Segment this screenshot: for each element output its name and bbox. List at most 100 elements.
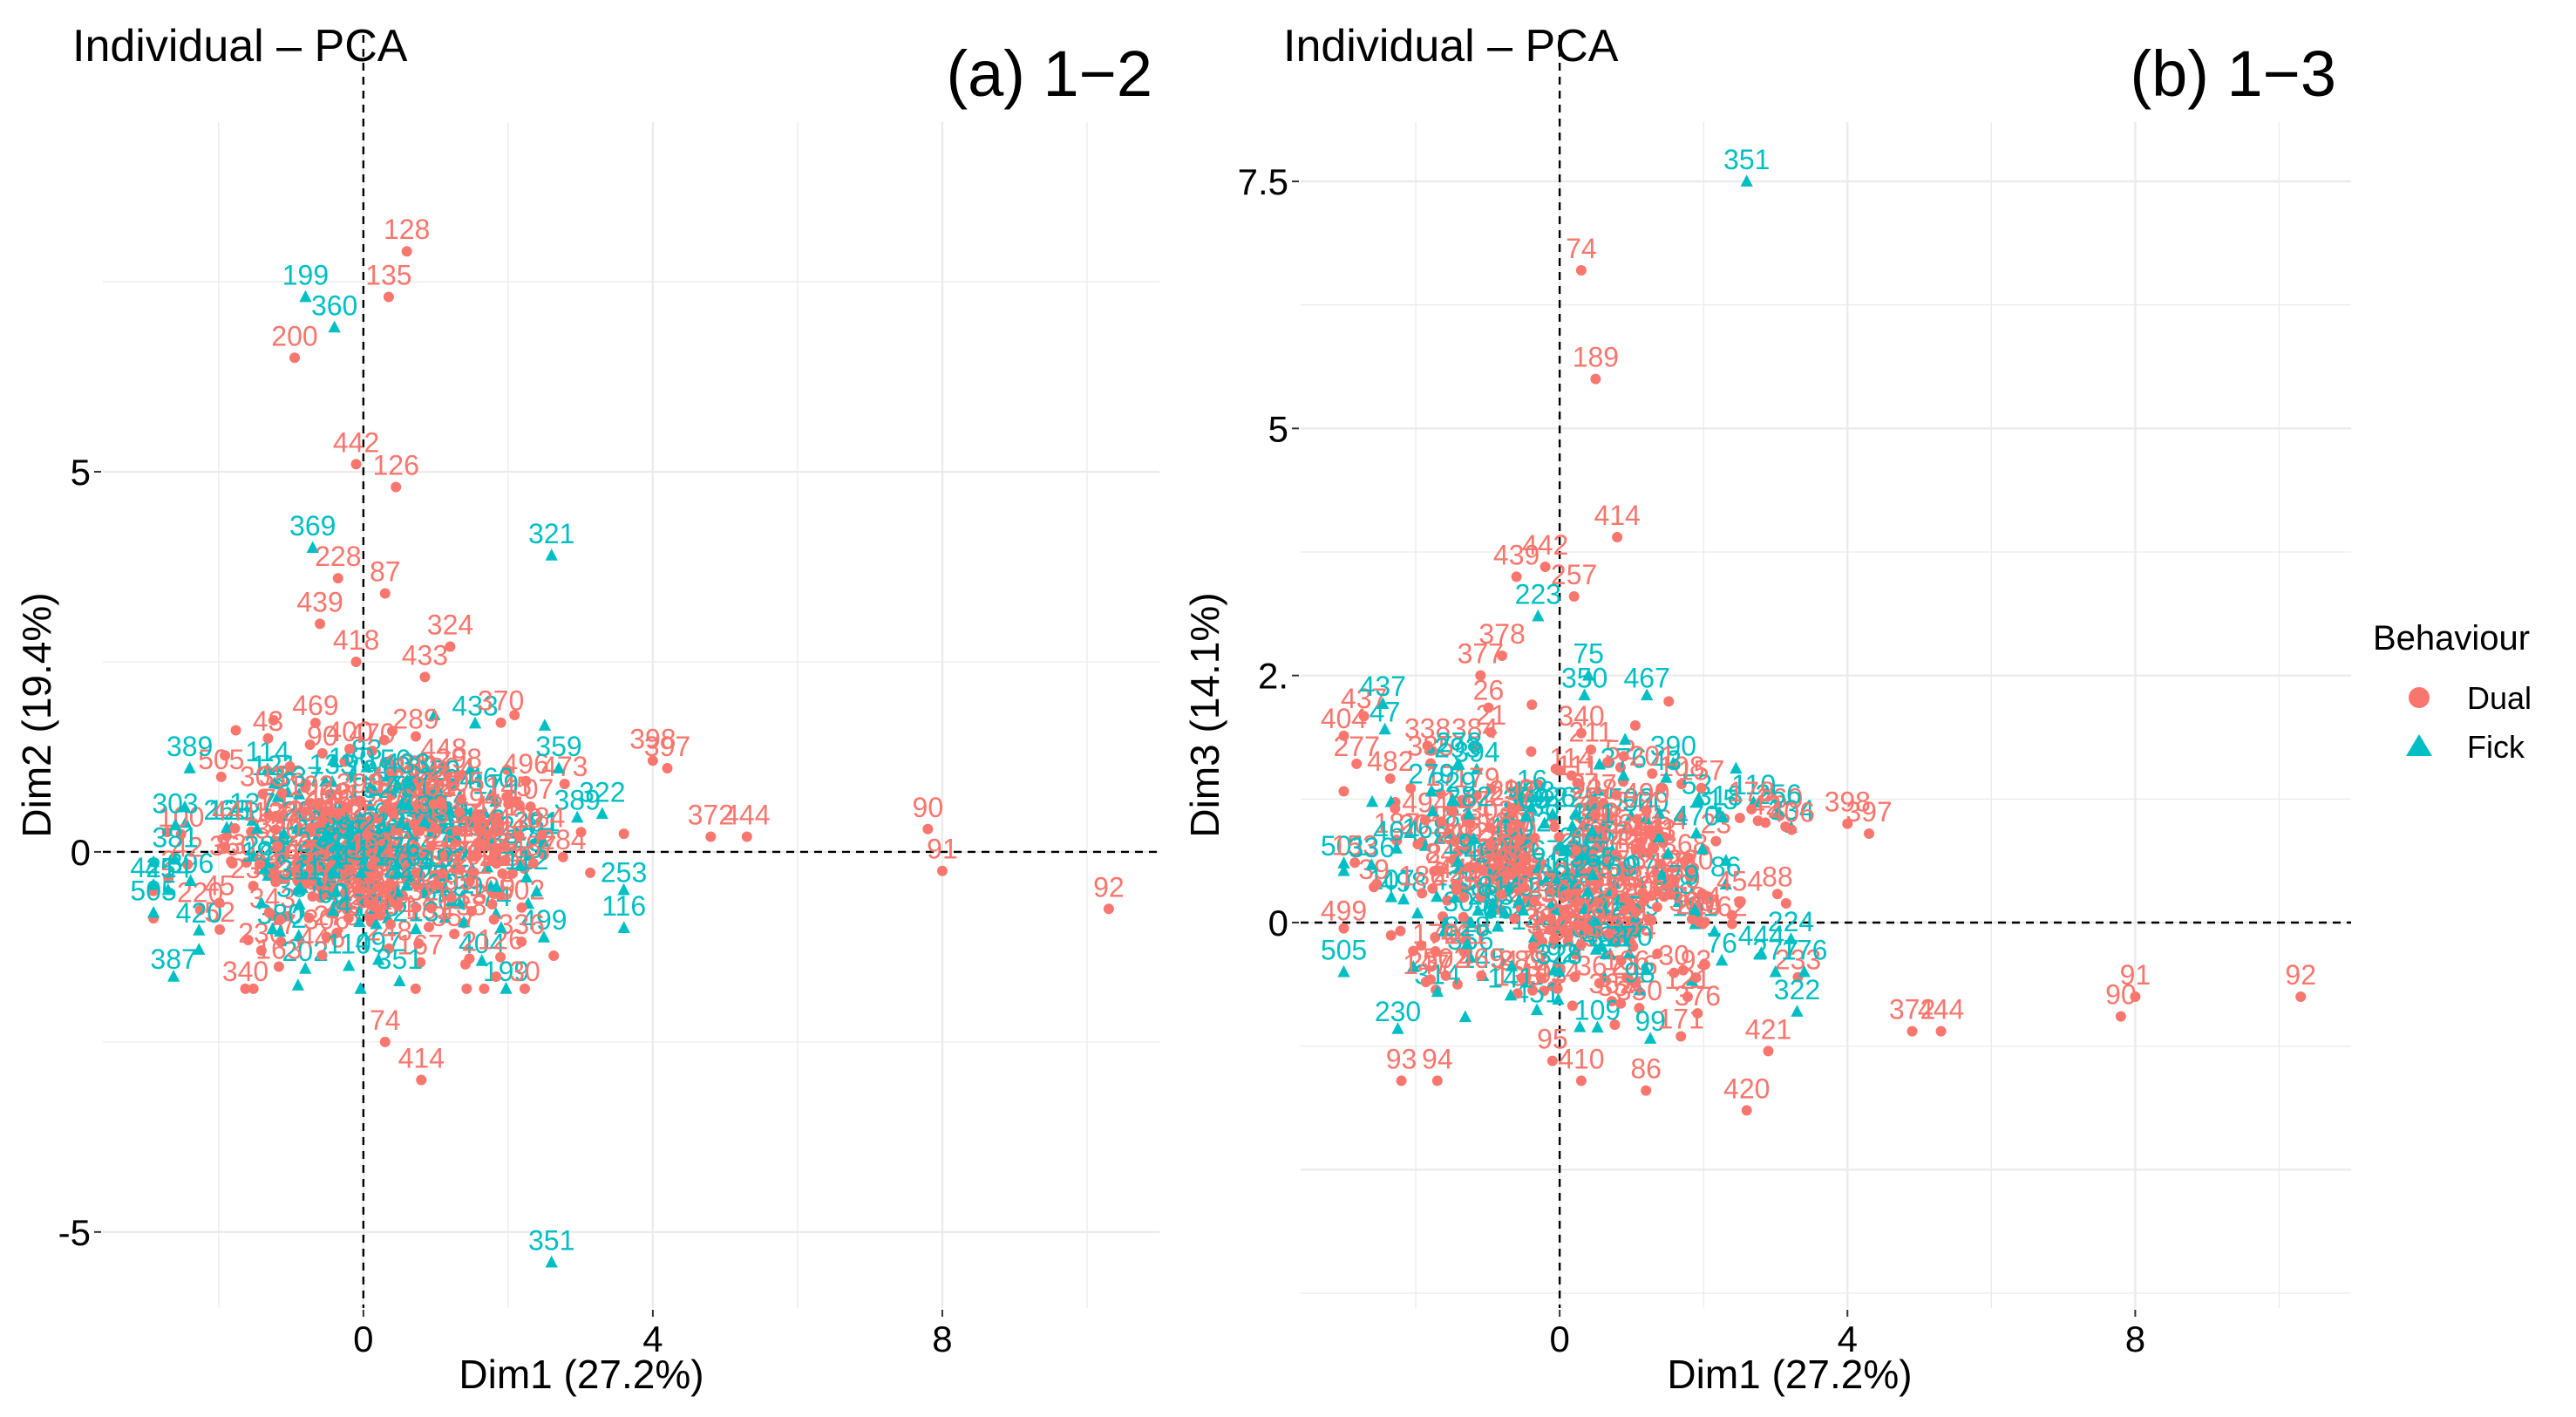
cluster-point bbox=[316, 747, 328, 759]
cluster-point bbox=[411, 902, 422, 913]
cluster-point bbox=[438, 910, 452, 923]
cluster-point-label: 466 bbox=[1486, 840, 1533, 871]
cluster-point bbox=[472, 823, 484, 835]
cluster-point-label: 311 bbox=[278, 855, 323, 886]
cluster-point-label: 199 bbox=[351, 828, 398, 859]
data-point-label: 90 bbox=[2105, 979, 2137, 1011]
cluster-point bbox=[331, 848, 344, 861]
data-point-label: 397 bbox=[1845, 796, 1892, 828]
cluster-point bbox=[429, 822, 440, 834]
cluster-point bbox=[1663, 696, 1675, 707]
cluster-point bbox=[326, 903, 340, 916]
cluster-point bbox=[490, 818, 501, 829]
panel-b: 8150138138631813014977111474671124842093… bbox=[1182, 21, 2351, 1397]
cluster-point bbox=[339, 846, 352, 859]
cluster-point bbox=[391, 779, 404, 791]
cluster-point bbox=[453, 896, 467, 909]
cluster-point bbox=[1469, 740, 1480, 752]
cluster-point bbox=[376, 835, 387, 847]
cluster-point-label: 8 bbox=[378, 779, 394, 810]
cluster-point bbox=[1622, 923, 1634, 934]
cluster-point-label: 201 bbox=[1629, 740, 1675, 772]
cluster-point bbox=[266, 922, 279, 935]
data-point bbox=[161, 882, 174, 896]
cluster-point bbox=[475, 829, 489, 842]
cluster-point bbox=[1410, 906, 1424, 919]
cluster-point bbox=[220, 841, 231, 853]
cluster-point bbox=[314, 798, 325, 809]
cluster-point-label: 329 bbox=[1430, 766, 1476, 798]
cluster-point bbox=[275, 937, 287, 948]
cluster-point bbox=[362, 829, 373, 841]
cluster-point bbox=[494, 921, 508, 933]
cluster-point bbox=[409, 818, 420, 829]
cluster-point-label: 357 bbox=[431, 901, 477, 932]
cluster-point bbox=[316, 814, 328, 826]
cluster-point bbox=[304, 841, 318, 854]
data-point-label: 433 bbox=[402, 639, 448, 671]
cluster-point bbox=[267, 868, 278, 879]
cluster-point-label: 387 bbox=[150, 944, 196, 975]
cluster-point-label: 199 bbox=[483, 956, 529, 987]
cluster-point bbox=[429, 879, 440, 890]
cluster-point bbox=[475, 813, 486, 824]
cluster-point-label: 241 bbox=[346, 884, 392, 916]
cluster-point bbox=[299, 869, 312, 881]
cluster-point bbox=[520, 870, 534, 883]
cluster-point-label: 393 bbox=[336, 767, 383, 799]
panel-a-tag: (a) 1−2 bbox=[946, 37, 1152, 110]
data-point-label: 324 bbox=[427, 610, 473, 641]
cluster-point-label: 216 bbox=[1611, 950, 1657, 981]
cluster-point-label: 469 bbox=[292, 690, 338, 721]
data-point-label: 189 bbox=[1573, 342, 1619, 373]
data-point-label: 442 bbox=[1522, 529, 1568, 561]
cluster-point bbox=[1726, 909, 1737, 921]
cluster-point bbox=[307, 891, 318, 903]
cluster-point bbox=[1450, 836, 1461, 848]
data-point bbox=[168, 852, 182, 865]
cluster-point bbox=[304, 739, 316, 751]
cluster-point bbox=[290, 821, 304, 835]
cluster-point bbox=[1593, 757, 1606, 770]
data-point bbox=[1590, 373, 1601, 385]
data-point bbox=[383, 291, 394, 303]
cluster-point bbox=[326, 753, 340, 766]
cluster-point bbox=[391, 866, 404, 879]
panel-b-reference-lines bbox=[1301, 35, 2351, 1308]
cluster-point bbox=[464, 762, 477, 774]
cluster-point bbox=[1461, 844, 1472, 855]
cluster-point-label: 433 bbox=[384, 747, 430, 779]
cluster-point bbox=[323, 830, 336, 842]
cluster-point bbox=[327, 866, 341, 878]
cluster-point-label: 201 bbox=[411, 771, 457, 802]
panel-a-title: Individual – PCA bbox=[72, 21, 408, 72]
cluster-point-label: 2 bbox=[1426, 838, 1442, 869]
cluster-point bbox=[366, 746, 377, 757]
cluster-point bbox=[146, 877, 160, 890]
cluster-point bbox=[449, 928, 460, 939]
cluster-point bbox=[1338, 786, 1349, 797]
data-point-label: 92 bbox=[1093, 871, 1125, 903]
cluster-point bbox=[221, 830, 233, 841]
cluster-point bbox=[516, 902, 527, 913]
cluster-point bbox=[538, 719, 552, 731]
cluster-point bbox=[250, 821, 264, 835]
panel-a-plot-area bbox=[103, 122, 1159, 1308]
data-point bbox=[1575, 265, 1587, 276]
cluster-point bbox=[411, 731, 422, 742]
data-point bbox=[168, 818, 182, 831]
x-tick-label: 8 bbox=[932, 1318, 952, 1359]
cluster-point bbox=[215, 771, 227, 782]
cluster-point bbox=[459, 958, 471, 970]
cluster-point bbox=[530, 832, 544, 845]
y-tick-label: 7.5 bbox=[1238, 161, 1288, 202]
data-point-label: 94 bbox=[1422, 1043, 1453, 1074]
cluster-point-label: 464 bbox=[1373, 815, 1419, 847]
cluster-point-label: 88 bbox=[1762, 861, 1793, 892]
cluster-point-label: 437 bbox=[1360, 671, 1406, 702]
cluster-point bbox=[263, 907, 275, 918]
data-point bbox=[595, 807, 608, 820]
cluster-point-label: 317 bbox=[434, 798, 480, 829]
cluster-point-label: 227 bbox=[384, 853, 430, 884]
